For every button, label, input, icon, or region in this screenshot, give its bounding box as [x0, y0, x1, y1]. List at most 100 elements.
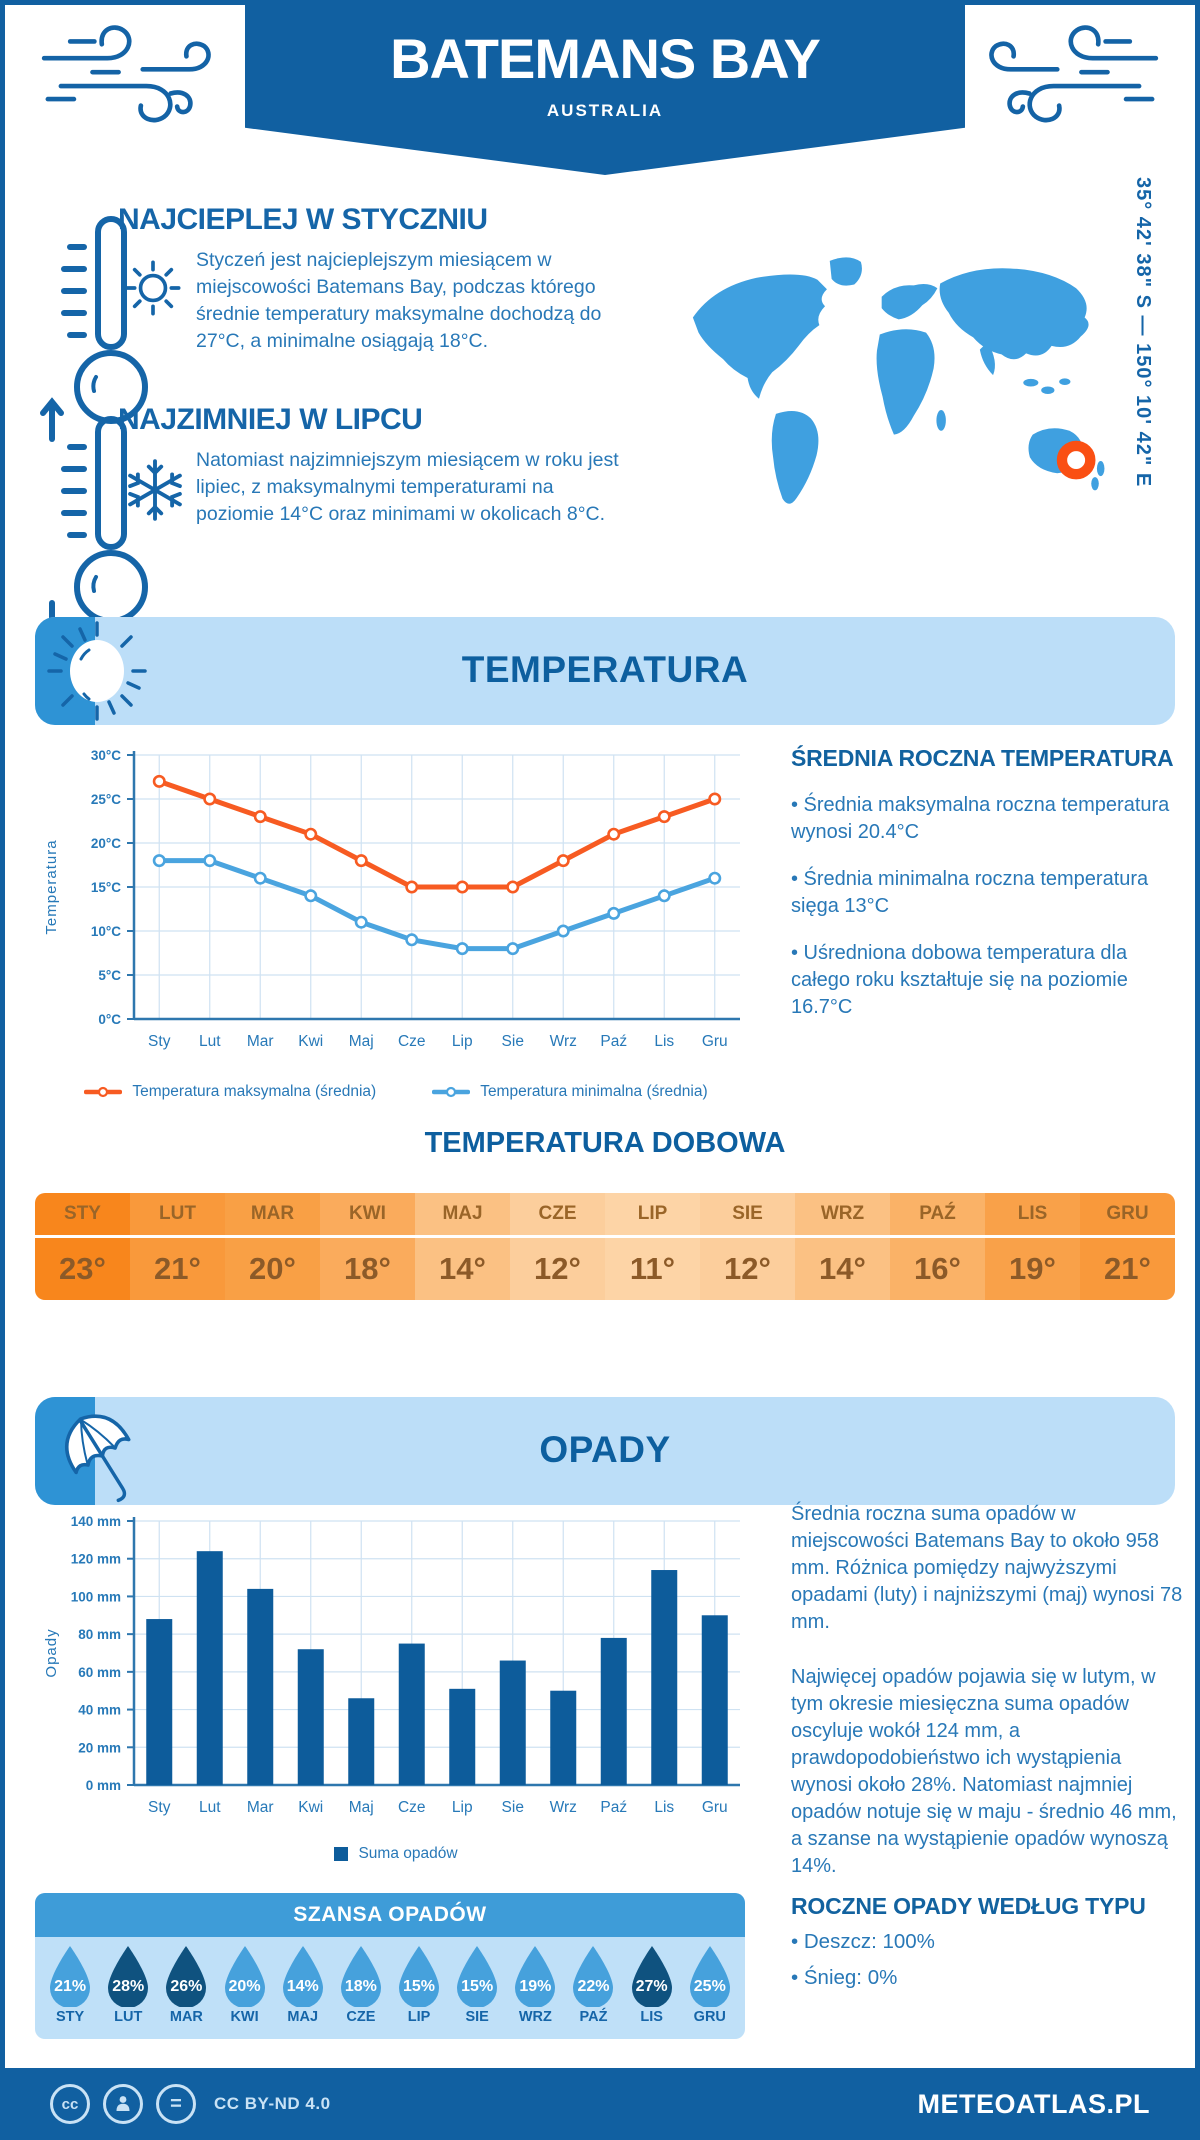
svg-text:40 mm: 40 mm — [78, 1703, 121, 1718]
precipitation-section-header: OPADY — [35, 1397, 1175, 1505]
daily-table-month-cell: LIP — [605, 1193, 700, 1238]
daily-table-value-cell: 14° — [795, 1238, 890, 1300]
temperature-section-title: TEMPERATURA — [461, 649, 749, 690]
svg-text:Maj: Maj — [349, 1033, 374, 1050]
cc-badges: cc = — [50, 2084, 196, 2124]
rain-chance-month: LIP — [407, 2009, 431, 2025]
snowflake-icon — [128, 459, 182, 521]
drop-icon — [457, 1946, 498, 2007]
rain-drop: 25% GRU — [685, 1945, 735, 2025]
annual-temperature-heading: ŚREDNIA ROCZNA TEMPERATURA — [791, 745, 1174, 771]
rain-chance-value: 28% — [112, 1978, 145, 1995]
svg-text:Cze: Cze — [398, 1033, 426, 1050]
precipitation-type-heading: ROCZNE OPADY WEDŁUG TYPU — [791, 1893, 1146, 1919]
coldest-month-text: Natomiast najzimniejszym miesiącem w rok… — [196, 449, 619, 525]
svg-text:Sty: Sty — [148, 1033, 171, 1050]
svg-text:Wrz: Wrz — [550, 1033, 577, 1050]
legend-item: Temperatura maksymalna (średnia) — [84, 1083, 376, 1101]
rain-drop: 26% MAR — [161, 1945, 211, 2025]
rain-chance-value: 18% — [344, 1978, 377, 1995]
world-map — [657, 183, 1129, 571]
svg-text:0°C: 0°C — [98, 1012, 121, 1027]
legend-swatch — [334, 1847, 349, 1861]
daily-table-value-cell: 18° — [320, 1238, 415, 1300]
header-banner: BATEMANS BAY AUSTRALIA — [245, 5, 965, 175]
drop-icon — [224, 1946, 265, 2007]
rain-chance-value: 21% — [54, 1978, 87, 1995]
daily-table-value-cell: 11° — [605, 1238, 700, 1300]
svg-text:80 mm: 80 mm — [78, 1627, 121, 1642]
rain-chance-month: MAJ — [287, 2009, 319, 2025]
precipitation-type-items: • Deszcz: 100% • Śnieg: 0% — [791, 1928, 1183, 1992]
daily-table-month-cell: MAR — [225, 1193, 320, 1238]
svg-text:140 mm: 140 mm — [71, 1514, 121, 1529]
rain-drop: 15% LIP — [394, 1945, 444, 2025]
wind-icon — [41, 25, 211, 123]
legend-label: Temperatura minimalna (średnia) — [480, 1083, 708, 1100]
svg-text:Kwi: Kwi — [298, 1033, 323, 1050]
daily-table-month-cell: GRU — [1080, 1193, 1175, 1238]
rain-drop: 27% LIS — [627, 1945, 677, 2025]
wind-icon — [989, 25, 1159, 123]
rain-drop: 18% CZE — [336, 1945, 386, 2025]
svg-text:Opady: Opady — [43, 1628, 60, 1677]
footer: cc = CC BY-ND 4.0 METEOATLAS.PL — [5, 2068, 1195, 2135]
rain-chance-month: WRZ — [518, 2009, 552, 2025]
drop-icon — [108, 1946, 149, 2007]
svg-text:Gru: Gru — [702, 1033, 728, 1050]
precipitation-paragraph: Średnia roczna suma opadów w miejscowośc… — [791, 1503, 1183, 1633]
daily-table-value-cell: 14° — [415, 1238, 510, 1300]
rain-drop: 22% PAŹ — [568, 1945, 618, 2025]
svg-text:Lut: Lut — [199, 1799, 221, 1816]
daily-table-value-cell: 23° — [35, 1238, 130, 1300]
svg-text:Temperatura: Temperatura — [43, 839, 60, 934]
svg-text:Sie: Sie — [502, 1033, 524, 1050]
page-title: BATEMANS BAY — [390, 27, 821, 90]
rain-drop: 19% WRZ — [510, 1945, 560, 2025]
warmest-month-block: NAJCIEPLEJ W STYCZNIU Styczeń jest najci… — [40, 203, 640, 442]
rain-chance-title: SZANSA OPADÓW — [35, 1893, 745, 1937]
daily-table-month-cell: PAŹ — [890, 1193, 985, 1238]
rain-chance-value: 26% — [170, 1978, 203, 1995]
legend-item: Suma opadów — [334, 1845, 458, 1863]
rain-chance-value: 14% — [286, 1978, 319, 1995]
temperature-chart-legend: Temperatura maksymalna (średnia) Temperat… — [40, 1083, 752, 1101]
svg-text:60 mm: 60 mm — [78, 1665, 121, 1680]
svg-text:10°C: 10°C — [91, 924, 121, 939]
annual-temp-item: • Średnia maksymalna roczna temperatura … — [791, 794, 1170, 843]
coordinates-label: 35° 42' 38" S — 150° 10' 42" E — [1132, 177, 1154, 488]
rain-chance-month: CZE — [346, 2009, 376, 2025]
rain-chance-month: LIS — [640, 2009, 663, 2025]
svg-text:Lip: Lip — [452, 1799, 473, 1816]
rain-chance-month: STY — [55, 2009, 85, 2025]
drop-icon — [689, 1946, 730, 2007]
cc-nd-icon: = — [156, 2084, 196, 2124]
rain-drop: 14% MAJ — [278, 1945, 328, 2025]
legend-label: Temperatura maksymalna (średnia) — [132, 1083, 377, 1100]
precipitation-text-block: Średnia roczna suma opadów w miejscowośc… — [791, 1501, 1187, 1908]
svg-text:15°C: 15°C — [91, 880, 121, 895]
daily-table-month-cell: LIS — [985, 1193, 1080, 1238]
daily-table-month-cell: WRZ — [795, 1193, 890, 1238]
rain-chance-month: LUT — [114, 2009, 143, 2025]
rain-chance-value: 15% — [403, 1978, 436, 1995]
thermometer-down-icon — [40, 416, 148, 645]
cc-icon: cc — [50, 2084, 90, 2124]
rain-chance-month: GRU — [693, 2009, 726, 2025]
daily-table-month-cell: MAJ — [415, 1193, 510, 1238]
daily-table-value-cell: 20° — [225, 1238, 320, 1300]
daily-table-value-cell: 12° — [510, 1238, 605, 1300]
svg-text:Paź: Paź — [600, 1033, 627, 1050]
temperature-section-header: TEMPERATURA — [35, 617, 1175, 725]
warmest-month-text: Styczeń jest najcieplejszym miesiącem w … — [196, 249, 602, 352]
warmest-month-title: NAJCIEPLEJ W STYCZNIU — [118, 203, 488, 236]
svg-text:Lut: Lut — [199, 1033, 221, 1050]
rain-chance-value: 25% — [693, 1978, 726, 1995]
daily-table-month-cell: STY — [35, 1193, 130, 1238]
precipitation-section-title: OPADY — [539, 1429, 671, 1470]
svg-text:Cze: Cze — [398, 1799, 426, 1816]
drop-icon — [399, 1946, 440, 2007]
sun-band-icon — [47, 621, 147, 721]
svg-text:Mar: Mar — [247, 1033, 274, 1050]
coldest-month-block: NAJZIMNIEJ W LIPCU Natomiast najzimniejs… — [40, 403, 640, 645]
